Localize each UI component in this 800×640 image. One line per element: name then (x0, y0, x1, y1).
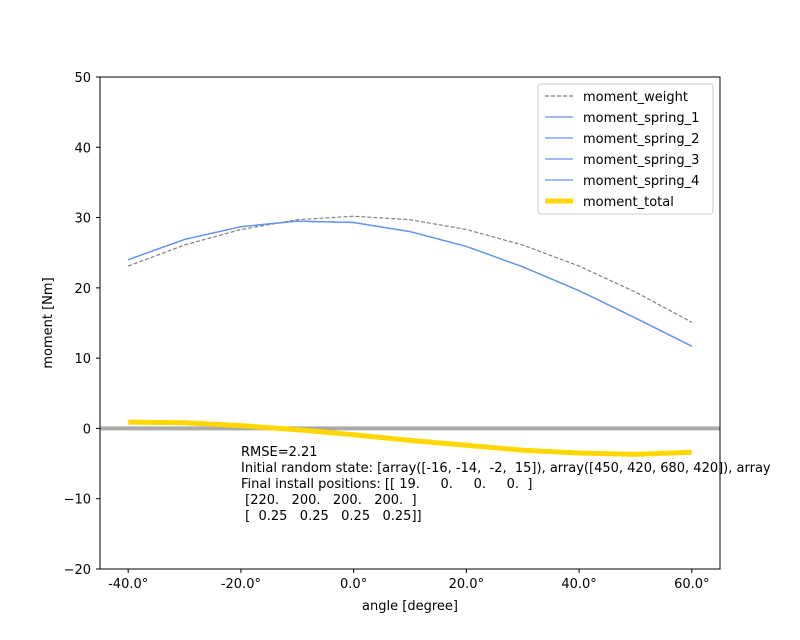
x-tick-label: -20.0° (221, 577, 261, 592)
y-tick-label: −10 (64, 493, 91, 508)
series-line-moment-spring-2 (127, 220, 693, 347)
annotation-line: RMSE=2.21 (241, 445, 318, 460)
y-tick-label: 10 (74, 352, 91, 367)
legend-label: moment_total (583, 195, 674, 210)
legend-box (537, 83, 714, 215)
y-axis-label: moment [Nm] (41, 277, 56, 368)
legend-label: moment_spring_1 (583, 111, 699, 126)
legend-label: moment_spring_2 (583, 132, 699, 147)
x-tick-label: 40.0° (561, 577, 596, 592)
y-tick-label: 0 (83, 422, 91, 437)
series-line-moment-total (128, 419, 692, 457)
legend-label: moment_spring_4 (583, 174, 699, 189)
y-tick-label: 40 (74, 141, 91, 156)
series-line-moment-weight (127, 215, 693, 323)
y-tick-label: 30 (74, 212, 91, 227)
legend-label: moment_spring_3 (583, 153, 699, 168)
x-tick-label: -40.0° (108, 577, 148, 592)
annotation-line: Initial random state: [array([-16, -14, … (241, 461, 771, 476)
legend-label: moment_weight (583, 90, 688, 105)
series-line-moment-spring-1 (127, 220, 693, 347)
y-tick-label: −20 (64, 563, 91, 578)
annotation-line: [ 0.25 0.25 0.25 0.25]] (241, 509, 422, 524)
x-axis-label: angle [degree] (362, 599, 458, 614)
x-tick-label: 0.0° (340, 577, 367, 592)
annotation-line: [220. 200. 200. 200. ] (241, 493, 417, 508)
y-tick-label: 20 (74, 282, 91, 297)
plot-frame (99, 76, 721, 570)
x-tick-label: 20.0° (449, 577, 484, 592)
annotation-line: Final install positions: [[ 19. 0. 0. 0.… (241, 477, 532, 492)
x-tick-label: 60.0° (674, 577, 709, 592)
series-line-moment-spring-3 (127, 220, 693, 347)
series-line-moment-spring-4 (127, 220, 693, 347)
y-tick-label: 50 (74, 71, 91, 86)
